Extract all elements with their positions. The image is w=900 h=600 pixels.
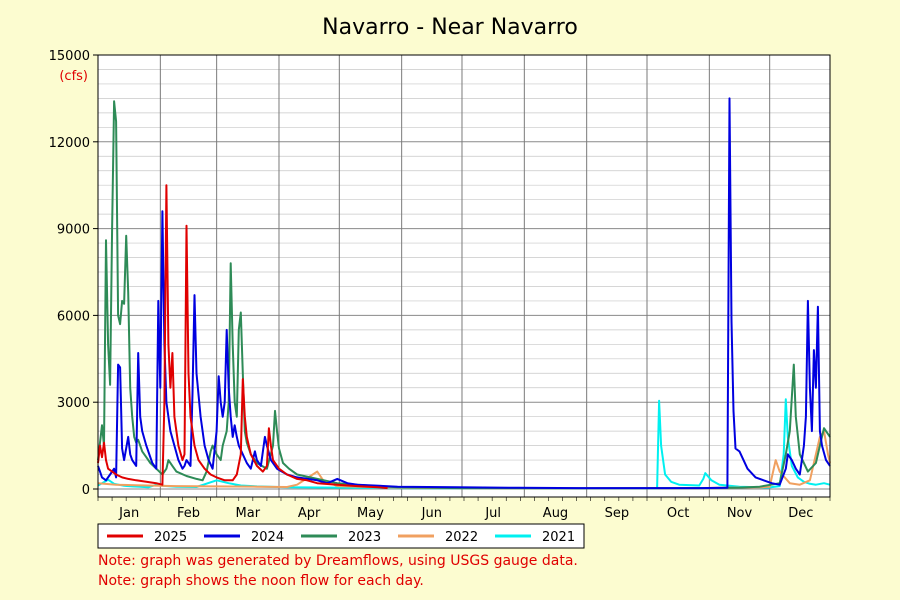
axes: 0 3000 6000 9000 12000 15000 Jan Feb Mar Apr May Ju… xyxy=(49,49,831,521)
x-tick-label: Sep xyxy=(605,506,630,521)
note-source: Note: graph was generated by Dreamflows,… xyxy=(98,553,578,569)
y-tick-label: 9000 xyxy=(57,223,90,238)
legend: 2025 2024 2023 2022 2021 xyxy=(97,523,585,549)
y-tick-label: 6000 xyxy=(57,309,90,324)
legend-label-2021: 2021 xyxy=(542,530,575,545)
legend-label-2024: 2024 xyxy=(251,530,284,545)
x-tick-label: Mar xyxy=(236,506,261,521)
chart-title: Navarro - Near Navarro xyxy=(322,15,578,40)
y-tick-label: 0 xyxy=(82,483,90,498)
y-tick-label: 15000 xyxy=(49,49,90,64)
x-tick-label: Jul xyxy=(484,506,501,521)
x-tick-label: Nov xyxy=(727,506,753,521)
legend-label-2025: 2025 xyxy=(154,530,187,545)
legend-label-2022: 2022 xyxy=(445,530,478,545)
series-lines xyxy=(97,97,831,490)
x-tick-label: Apr xyxy=(298,506,321,521)
x-tick-label: Aug xyxy=(543,506,568,521)
x-tick-label: Jun xyxy=(421,506,442,521)
series-line-2024 xyxy=(97,97,831,490)
series-line-2025 xyxy=(97,184,388,490)
y-axis-label: (cfs) xyxy=(59,69,88,84)
plot-frame xyxy=(97,54,831,498)
x-tick-label: Feb xyxy=(177,506,200,521)
plot-area xyxy=(98,55,830,497)
note-noon-flow: Note: graph shows the noon flow for each… xyxy=(98,573,424,589)
x-tick-label: Dec xyxy=(788,506,813,521)
y-tick-label: 12000 xyxy=(49,136,90,151)
x-tick-label: May xyxy=(357,506,384,521)
y-tick-label: 3000 xyxy=(57,396,90,411)
x-tick-label: Oct xyxy=(667,506,689,521)
legend-label-2023: 2023 xyxy=(348,530,381,545)
x-tick-label: Jan xyxy=(118,506,139,521)
